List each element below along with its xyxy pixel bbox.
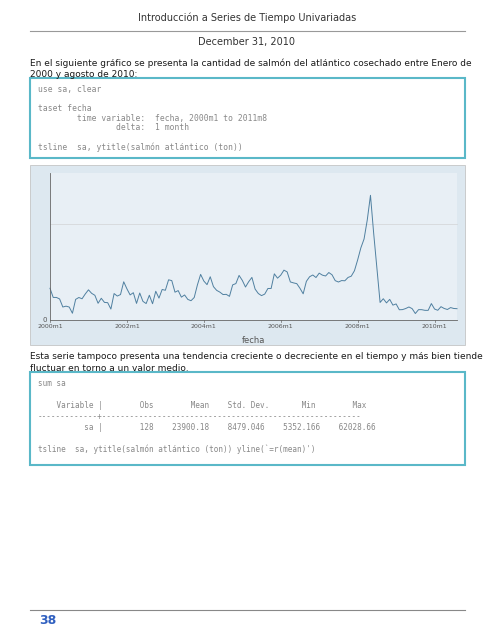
Text: 2008m1: 2008m1 [345,324,370,329]
Text: En el siguiente gráfico se presenta la cantidad de salmón del atlántico cosechad: En el siguiente gráfico se presenta la c… [30,58,472,67]
Text: time variable:  fecha, 2000m1 to 2011m8: time variable: fecha, 2000m1 to 2011m8 [38,113,267,122]
FancyBboxPatch shape [30,78,465,158]
Text: 2004m1: 2004m1 [191,324,217,329]
Text: 0: 0 [43,317,47,323]
Text: Esta serie tampoco presenta una tendencia creciente o decreciente en el tiempo y: Esta serie tampoco presenta una tendenci… [30,352,483,361]
Text: 2002m1: 2002m1 [114,324,140,329]
Text: 2010m1: 2010m1 [422,324,447,329]
Text: tsline  sa, ytitle(salmón atlántico (ton)): tsline sa, ytitle(salmón atlántico (ton)… [38,142,243,152]
Text: 2006m1: 2006m1 [268,324,294,329]
Text: 2000 y agosto de 2010:: 2000 y agosto de 2010: [30,70,138,79]
FancyBboxPatch shape [30,165,465,345]
Text: -------------+--------------------------------------------------------: -------------+--------------------------… [38,412,362,421]
Text: Introducción a Series de Tiempo Univariadas: Introducción a Series de Tiempo Univaria… [138,13,356,23]
Text: taset fecha: taset fecha [38,104,92,113]
Text: sa |        128    23900.18    8479.046    5352.166    62028.66: sa | 128 23900.18 8479.046 5352.166 6202… [38,423,376,432]
Text: Variable |        Obs        Mean    Std. Dev.       Min        Max: Variable | Obs Mean Std. Dev. Min Max [38,401,366,410]
Text: 2000m1: 2000m1 [37,324,63,329]
Text: sum sa: sum sa [38,379,66,388]
Text: fecha: fecha [242,336,265,345]
FancyBboxPatch shape [30,372,465,465]
Text: use sa, clear: use sa, clear [38,85,101,94]
Text: fluctuar en torno a un valor medio.: fluctuar en torno a un valor medio. [30,364,189,373]
Text: tsline  sa, ytitle(salmón atlántico (ton)) yline(`=r(mean)'): tsline sa, ytitle(salmón atlántico (ton)… [38,445,315,454]
Text: delta:  1 month: delta: 1 month [38,123,189,132]
FancyBboxPatch shape [50,173,457,320]
Text: December 31, 2010: December 31, 2010 [198,37,296,47]
Text: 38: 38 [40,614,56,627]
